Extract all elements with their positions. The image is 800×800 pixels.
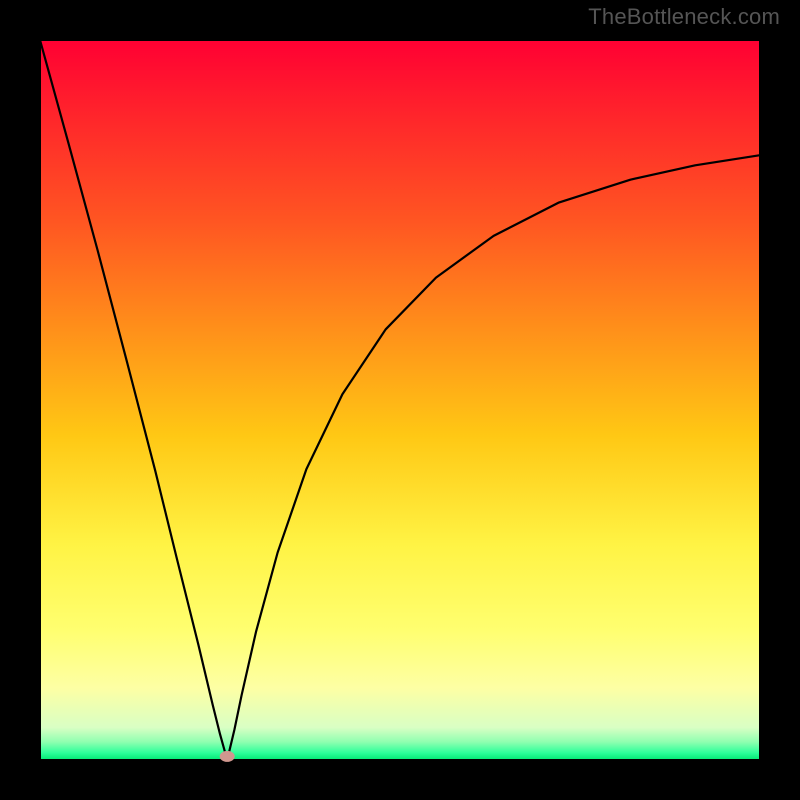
- watermark-text: TheBottleneck.com: [588, 4, 780, 30]
- minimum-marker: [220, 751, 234, 761]
- bottleneck-chart: [0, 0, 800, 800]
- plot-background: [40, 40, 760, 760]
- chart-container: TheBottleneck.com: [0, 0, 800, 800]
